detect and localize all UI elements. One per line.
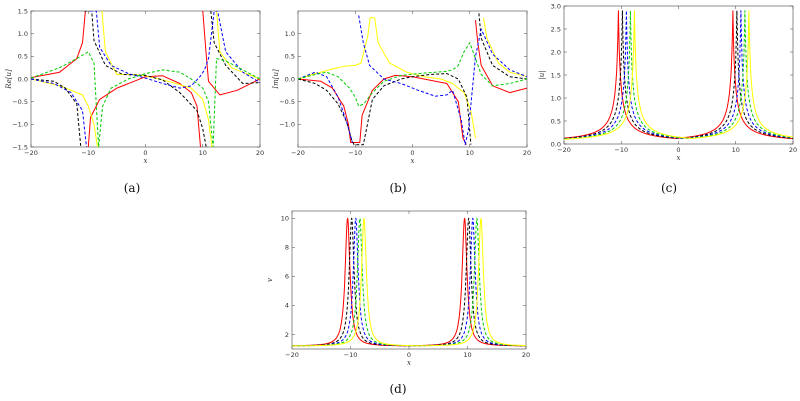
x-axis-label: x — [144, 157, 148, 165]
y-tick-label: −1.0 — [279, 121, 295, 129]
series-line-c-4 — [564, 10, 793, 140]
y-tick-label: 1.0 — [18, 30, 28, 38]
x-tick-label: −20 — [291, 149, 305, 157]
series-line-a-1 — [31, 78, 98, 147]
series-line-a-0 — [31, 11, 86, 79]
series-line-a-2 — [84, 11, 207, 147]
x-tick-label: 20 — [256, 149, 264, 157]
x-tick-label: 20 — [789, 146, 797, 154]
y-tick-label: 1.5 — [551, 71, 561, 79]
series-line-d-0 — [292, 217, 526, 347]
x-tick-label: 10 — [732, 146, 740, 154]
series-group — [31, 11, 260, 147]
y-tick-label: 1.0 — [551, 94, 561, 102]
series-line-a-3 — [90, 11, 260, 89]
series-line-b-4 — [298, 42, 527, 107]
y-tick-label: −0.5 — [279, 98, 295, 106]
series-line-b-3 — [298, 71, 353, 143]
series-line-a-3 — [31, 78, 87, 147]
y-tick-label: 0.0 — [551, 140, 561, 148]
x-tick-label: 20 — [523, 149, 531, 157]
x-tick-label: 10 — [466, 149, 474, 157]
panel-c: −20 −10 0 10 20 0.0 0.5 1.0 1.5 2.0 2.5 3.0 x |u| — [538, 2, 797, 162]
x-tick-label: −10 — [614, 146, 628, 154]
series-line-d-2 — [292, 217, 526, 347]
y-tick-label: 2 — [285, 331, 289, 339]
panel-d: −20 −10 0 10 20 2 4 6 8 10 x v — [266, 210, 530, 367]
caption-b: (b) — [389, 181, 406, 195]
x-tick-label: 0 — [676, 146, 680, 154]
y-tick-label: −1.5 — [12, 143, 28, 151]
y-tick-label: 2.0 — [551, 48, 561, 56]
series-line-d-1 — [292, 217, 526, 347]
y-tick-label: 1.5 — [18, 7, 28, 15]
y-tick-label: 10 — [281, 215, 289, 223]
series-line-b-2 — [298, 73, 472, 146]
series-group — [298, 13, 527, 146]
x-tick-label: −10 — [81, 149, 95, 157]
y-tick-label: 8 — [285, 244, 289, 252]
caption-c: (c) — [661, 181, 677, 195]
x-axis-label: x — [407, 359, 411, 367]
y-tick-label: 4 — [285, 302, 289, 310]
plot-frame — [297, 10, 528, 148]
x-axis-label: x — [677, 154, 681, 162]
y-axis-label: Im[u] — [272, 69, 280, 90]
series-group — [292, 217, 526, 347]
caption-a: (a) — [124, 181, 141, 195]
series-line-b-3 — [358, 15, 527, 146]
y-tick-label: 3.0 — [551, 2, 561, 10]
x-tick-label: 0 — [410, 149, 414, 157]
plot-frame — [291, 210, 527, 350]
y-tick-label: −1.0 — [12, 121, 28, 129]
x-tick-label: 20 — [522, 351, 530, 359]
series-group — [564, 10, 793, 140]
y-axis-label: Re[u] — [5, 69, 13, 90]
series-line-a-4 — [31, 51, 260, 147]
y-tick-label: 0.0 — [285, 75, 295, 83]
caption-d: (d) — [389, 382, 406, 396]
series-line-a-1 — [216, 11, 260, 80]
series-line-a-2 — [31, 78, 82, 147]
series-line-b-0 — [298, 74, 467, 145]
x-tick-label: −20 — [24, 149, 38, 157]
x-tick-label: −10 — [348, 149, 362, 157]
series-line-d-3 — [292, 217, 526, 347]
y-tick-label: 6 — [285, 273, 289, 281]
x-tick-label: 0 — [407, 351, 411, 359]
y-tick-label: 0.5 — [285, 53, 295, 61]
series-line-b-1 — [298, 17, 476, 138]
y-tick-label: −0.5 — [12, 98, 28, 106]
series-line-a-0 — [202, 11, 260, 96]
series-line-a-1 — [101, 11, 213, 147]
plot-frame — [30, 10, 261, 148]
x-tick-label: −20 — [285, 351, 299, 359]
y-tick-label: 0.5 — [551, 117, 561, 125]
y-axis-label: v — [266, 278, 274, 282]
x-tick-label: 0 — [143, 149, 147, 157]
series-line-b-0 — [475, 20, 527, 94]
series-line-d-4 — [292, 217, 526, 347]
y-axis-label: |u| — [538, 70, 546, 79]
x-tick-label: 10 — [199, 149, 207, 157]
x-tick-label: −20 — [557, 146, 571, 154]
series-line-b-1 — [483, 17, 527, 78]
series-line-b-2 — [478, 13, 527, 80]
series-line-a-2 — [210, 11, 260, 84]
x-tick-label: −10 — [344, 351, 358, 359]
y-tick-label: 2.5 — [551, 25, 561, 33]
plot-frame — [563, 5, 794, 145]
y-tick-label: 0.0 — [18, 75, 28, 83]
y-tick-label: 1.0 — [285, 30, 295, 38]
series-line-a-0 — [87, 75, 201, 147]
panel-a: −20 −10 0 10 20 −1.5 −1.0 −0.5 0.0 0.5 1.0 1.5 x Re[u… — [5, 7, 264, 165]
panel-b: −20 −10 0 10 20 −1.0 −0.5 0.0 0.5 1.0 x Im[u] — [272, 10, 531, 165]
y-tick-label: 0.5 — [18, 53, 28, 61]
x-axis-label: x — [411, 157, 415, 165]
x-tick-label: 10 — [463, 351, 471, 359]
